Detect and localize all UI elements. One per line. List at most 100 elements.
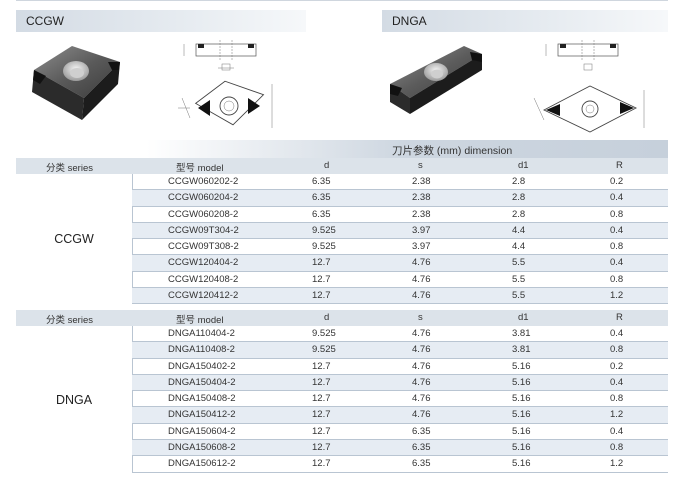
table-row: DNGA150402-2 12.7 4.76 5.16 0.2	[132, 359, 668, 375]
table-row: DNGA150612-2 12.7 6.35 5.16 1.2	[132, 456, 668, 473]
col-s: s	[418, 160, 423, 171]
cell-d: 6.35	[312, 176, 331, 187]
cell-model: DNGA110408-2	[168, 344, 235, 356]
cell-d1: 5.16	[512, 393, 531, 405]
ccgw-insert-photo	[32, 46, 120, 120]
cell-d1: 3.81	[512, 328, 531, 339]
cell-d1: 4.4	[512, 241, 526, 253]
dnga-title: DNGA	[392, 14, 427, 28]
cell-r: 0.8	[610, 273, 624, 285]
dnga-title-banner: DNGA	[382, 10, 668, 32]
cell-r: 0.4	[610, 425, 624, 437]
cell-d: 9.525	[312, 241, 336, 253]
table-row: CCGW120408-2 12.7 4.76 5.5 0.8	[132, 272, 668, 289]
cell-r: 0.4	[610, 257, 624, 269]
cell-d: 12.7	[312, 360, 331, 372]
cell-s: 6.35	[412, 442, 431, 454]
col-series: 分类 series	[46, 163, 93, 174]
cell-d: 9.525	[312, 328, 336, 339]
cell-d: 12.7	[312, 442, 331, 454]
cell-d: 9.525	[312, 344, 336, 356]
cell-d: 12.7	[312, 290, 331, 302]
cell-d1: 2.8	[512, 192, 526, 204]
cell-d: 12.7	[312, 425, 331, 437]
cell-model: DNGA150402-2	[168, 360, 236, 372]
cell-s: 4.76	[412, 290, 431, 302]
cell-model: DNGA150404-2	[168, 376, 236, 388]
cell-s: 4.76	[412, 328, 431, 339]
table-row: DNGA150412-2 12.7 4.76 5.16 1.2	[132, 407, 668, 424]
cell-d1: 5.16	[512, 360, 531, 372]
cell-d1: 5.16	[512, 458, 531, 470]
col-r: R	[616, 160, 623, 171]
cell-model: DNGA110404-2	[168, 328, 235, 339]
dimension-header: 刀片参数 (mm) dimension	[392, 145, 513, 157]
cell-s: 2.38	[412, 176, 431, 187]
cell-d: 6.35	[312, 192, 331, 204]
dnga-side-view-drawing	[545, 40, 619, 71]
dnga-body: DNGA DNGA110404-2 9.525 4.76 3.81 0.4 DNGA110…	[16, 326, 668, 473]
col-r: R	[616, 312, 623, 323]
cell-d1: 5.16	[512, 376, 531, 388]
table-row: CCGW060202-2 6.35 2.38 2.8 0.2	[132, 174, 668, 191]
cell-r: 1.2	[610, 290, 624, 302]
cell-model: DNGA150412-2	[168, 409, 236, 421]
top-rule	[16, 0, 668, 1]
cell-model: CCGW060204-2	[168, 192, 239, 204]
col-model: 型号 model	[176, 315, 224, 326]
cell-s: 4.76	[412, 257, 431, 269]
cell-model: CCGW120412-2	[168, 290, 239, 302]
cell-s: 4.76	[412, 273, 431, 285]
cell-r: 0.4	[610, 224, 624, 236]
cell-s: 3.97	[412, 224, 431, 236]
ccgw-body: CCGW CCGW060202-2 6.35 2.38 2.8 0.2 CCGW06020…	[16, 174, 668, 305]
cell-s: 3.97	[412, 241, 431, 253]
dnga-spec-table: 分类 series 型号 model d s d1 R DNGA DNGA110…	[16, 310, 668, 473]
ccgw-rows: CCGW060202-2 6.35 2.38 2.8 0.2 CCGW060204-2 6.…	[132, 174, 668, 305]
cell-r: 0.2	[610, 176, 624, 187]
cell-r: 0.4	[610, 328, 624, 339]
table-row: CCGW120412-2 12.7 4.76 5.5 1.2	[132, 288, 668, 305]
cell-d1: 2.8	[512, 208, 526, 220]
cell-d1: 5.5	[512, 257, 526, 269]
cell-d1: 5.16	[512, 425, 531, 437]
cell-d1: 5.16	[512, 409, 531, 421]
ccgw-column-header: 分类 series 型号 model d s d1 R	[16, 158, 668, 174]
cell-s: 4.76	[412, 344, 431, 356]
cell-s: 4.76	[412, 360, 431, 372]
ccgw-spec-table: 刀片参数 (mm) dimension 分类 series 型号 model d…	[16, 140, 668, 305]
col-d1: d1	[518, 160, 529, 171]
cell-s: 2.38	[412, 192, 431, 204]
cell-r: 0.8	[610, 442, 624, 454]
cell-model: DNGA150608-2	[168, 442, 236, 454]
cell-s: 6.35	[412, 425, 431, 437]
table-row: DNGA150404-2 12.7 4.76 5.16 0.4	[132, 374, 668, 392]
cell-r: 1.2	[610, 458, 624, 470]
table-row: DNGA150604-2 12.7 6.35 5.16 0.4	[132, 424, 668, 441]
table-row: CCGW060208-2 6.35 2.38 2.8 0.8	[132, 207, 668, 223]
cell-s: 4.76	[412, 393, 431, 405]
cell-d: 12.7	[312, 409, 331, 421]
cell-d1: 3.81	[512, 344, 531, 356]
col-series: 分类 series	[46, 315, 93, 326]
cell-s: 6.35	[412, 458, 431, 470]
table-row: DNGA110404-2 9.525 4.76 3.81 0.4	[132, 326, 668, 343]
cell-model: CCGW09T304-2	[168, 224, 239, 236]
table-row: DNGA150408-2 12.7 4.76 5.16 0.8	[132, 391, 668, 408]
cell-r: 1.2	[610, 409, 624, 421]
cell-d: 9.525	[312, 224, 336, 236]
cell-s: 2.38	[412, 208, 431, 220]
cell-model: DNGA150408-2	[168, 393, 236, 405]
cell-s: 4.76	[412, 376, 431, 388]
col-d: d	[324, 160, 330, 171]
cell-model: CCGW120404-2	[168, 257, 239, 269]
cell-model: CCGW09T308-2	[168, 241, 239, 253]
cell-d: 12.7	[312, 273, 331, 285]
cell-model: DNGA150604-2	[168, 425, 236, 437]
cell-d: 12.7	[312, 393, 331, 405]
table-row: DNGA150608-2 12.7 6.35 5.16 0.8	[132, 440, 668, 457]
cell-d1: 2.8	[512, 176, 526, 187]
ccgw-side-view-drawing	[183, 40, 257, 71]
table-row: CCGW060204-2 6.35 2.38 2.8 0.4	[132, 190, 668, 207]
cell-r: 0.8	[610, 208, 624, 220]
